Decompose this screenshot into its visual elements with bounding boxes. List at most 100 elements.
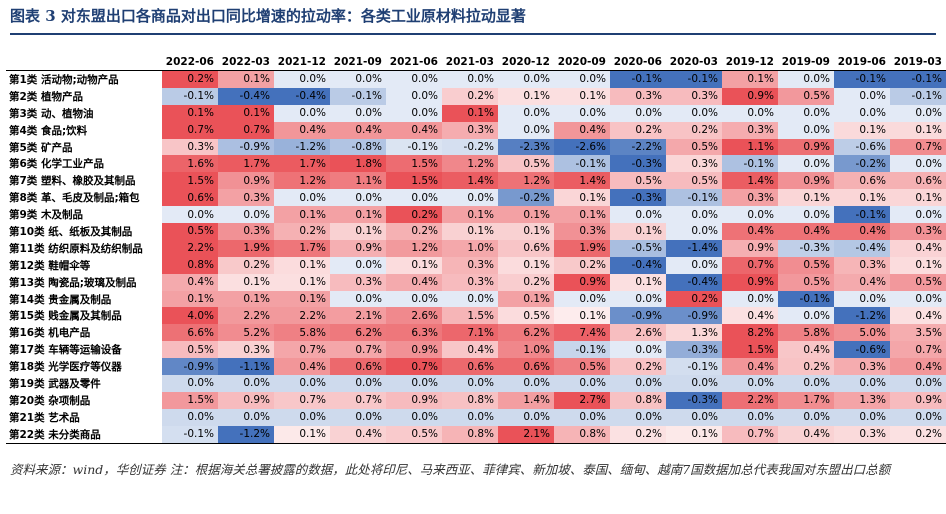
value-cell: 0.3%: [722, 189, 778, 207]
value-cell: 0.2%: [498, 273, 554, 291]
value-cell: 0.0%: [386, 70, 442, 88]
value-cell: 0.4%: [778, 341, 834, 359]
value-cell: 0.1%: [218, 273, 274, 291]
value-cell: 7.1%: [442, 324, 498, 342]
value-cell: -0.1%: [666, 189, 722, 207]
value-cell: 0.0%: [442, 70, 498, 88]
value-cell: 0.5%: [666, 172, 722, 190]
value-cell: 0.6%: [498, 358, 554, 376]
value-cell: 1.9%: [554, 239, 610, 257]
value-cell: 0.3%: [890, 223, 946, 240]
table-row: 第2类 植物产品 -0.1% -0.4% -0.4% -0.1% 0.0% 0.2% 0.1%…: [6, 87, 946, 105]
value-cell: 0.9%: [778, 138, 834, 156]
value-cell: 1.7%: [218, 155, 274, 173]
row-label: 第5类 矿产品: [9, 141, 73, 154]
value-cell: -0.9%: [218, 138, 274, 156]
value-cell: 0.4%: [834, 273, 890, 291]
value-cell: 0.6%: [890, 172, 946, 190]
value-cell: 0.2%: [218, 256, 274, 274]
value-cell: 0.1%: [554, 189, 610, 207]
value-cell: 0.0%: [890, 408, 946, 426]
value-cell: -0.9%: [666, 307, 722, 325]
value-cell: 0.2%: [666, 121, 722, 139]
value-cell: -0.3%: [778, 239, 834, 257]
value-cell: 0.2%: [610, 358, 666, 376]
value-cell: 0.0%: [498, 121, 554, 139]
value-cell: -0.1%: [722, 155, 778, 173]
value-cell: 0.1%: [498, 223, 554, 240]
value-cell: 0.3%: [442, 256, 498, 274]
value-cell: 0.1%: [834, 121, 890, 139]
value-cell: 0.0%: [722, 408, 778, 426]
value-cell: -0.3%: [610, 155, 666, 173]
value-cell: 0.9%: [218, 391, 274, 409]
value-cell: 0.4%: [330, 425, 386, 444]
value-cell: 0.0%: [330, 290, 386, 308]
value-cell: 0.9%: [722, 87, 778, 105]
value-cell: 0.5%: [666, 138, 722, 156]
value-cell: 0.2%: [666, 290, 722, 308]
value-cell: 0.6%: [330, 358, 386, 376]
value-cell: 0.0%: [666, 375, 722, 392]
value-cell: 0.1%: [498, 87, 554, 105]
value-cell: 0.6%: [498, 239, 554, 257]
value-cell: 0.3%: [666, 87, 722, 105]
row-label: 第20类 杂项制品: [9, 394, 91, 407]
value-cell: 0.1%: [274, 273, 330, 291]
value-cell: 0.4%: [722, 307, 778, 325]
column-header: 2020-12: [498, 53, 554, 71]
value-cell: 0.0%: [666, 206, 722, 224]
value-cell: 0.7%: [722, 425, 778, 444]
value-cell: 0.0%: [890, 375, 946, 392]
value-cell: -0.1%: [834, 206, 890, 224]
value-cell: -0.9%: [162, 358, 218, 376]
value-cell: 0.7%: [330, 391, 386, 409]
value-cell: 0.0%: [834, 87, 890, 105]
value-cell: 0.1%: [498, 256, 554, 274]
value-cell: 0.2%: [386, 223, 442, 240]
value-cell: 0.1%: [610, 223, 666, 240]
table-row: 第13类 陶瓷品;玻璃及制品 0.4% 0.1% 0.1% 0.3% 0.4% 0.3% 0.…: [6, 273, 946, 291]
value-cell: 0.0%: [890, 104, 946, 122]
value-cell: 1.5%: [442, 307, 498, 325]
value-cell: 0.1%: [274, 425, 330, 444]
row-label: 第3类 动、植物油: [9, 107, 94, 120]
value-cell: 0.1%: [890, 121, 946, 139]
value-cell: -2.2%: [610, 138, 666, 156]
value-cell: 0.3%: [218, 189, 274, 207]
value-cell: 0.5%: [498, 155, 554, 173]
heatmap-table: 2022-06 2022-03 2021-12 2021-09 2021-06 2021-…: [6, 53, 946, 444]
value-cell: 0.0%: [722, 206, 778, 224]
value-cell: 0.0%: [442, 189, 498, 207]
value-cell: 0.4%: [386, 121, 442, 139]
value-cell: 0.4%: [274, 121, 330, 139]
value-cell: 0.0%: [610, 408, 666, 426]
value-cell: 0.3%: [554, 223, 610, 240]
value-cell: 0.1%: [442, 104, 498, 122]
value-cell: 0.0%: [386, 189, 442, 207]
value-cell: 0.7%: [218, 121, 274, 139]
value-cell: 0.1%: [666, 425, 722, 444]
value-cell: 0.0%: [834, 408, 890, 426]
value-cell: 0.9%: [722, 273, 778, 291]
value-cell: 1.7%: [274, 239, 330, 257]
value-cell: 1.2%: [498, 172, 554, 190]
value-cell: 0.5%: [610, 172, 666, 190]
value-cell: 0.8%: [442, 425, 498, 444]
value-cell: 0.5%: [162, 223, 218, 240]
value-cell: 0.7%: [274, 341, 330, 359]
value-cell: 0.8%: [610, 391, 666, 409]
value-cell: -2.6%: [554, 138, 610, 156]
value-cell: 0.0%: [666, 223, 722, 240]
value-cell: 0.2%: [778, 358, 834, 376]
value-cell: 0.3%: [610, 87, 666, 105]
value-cell: -0.2%: [834, 155, 890, 173]
value-cell: 0.1%: [274, 206, 330, 224]
value-cell: -0.1%: [610, 70, 666, 88]
value-cell: 0.1%: [162, 104, 218, 122]
value-cell: -1.1%: [218, 358, 274, 376]
value-cell: 0.9%: [722, 239, 778, 257]
value-cell: 0.0%: [778, 104, 834, 122]
value-cell: -0.4%: [834, 239, 890, 257]
value-cell: 0.0%: [218, 408, 274, 426]
